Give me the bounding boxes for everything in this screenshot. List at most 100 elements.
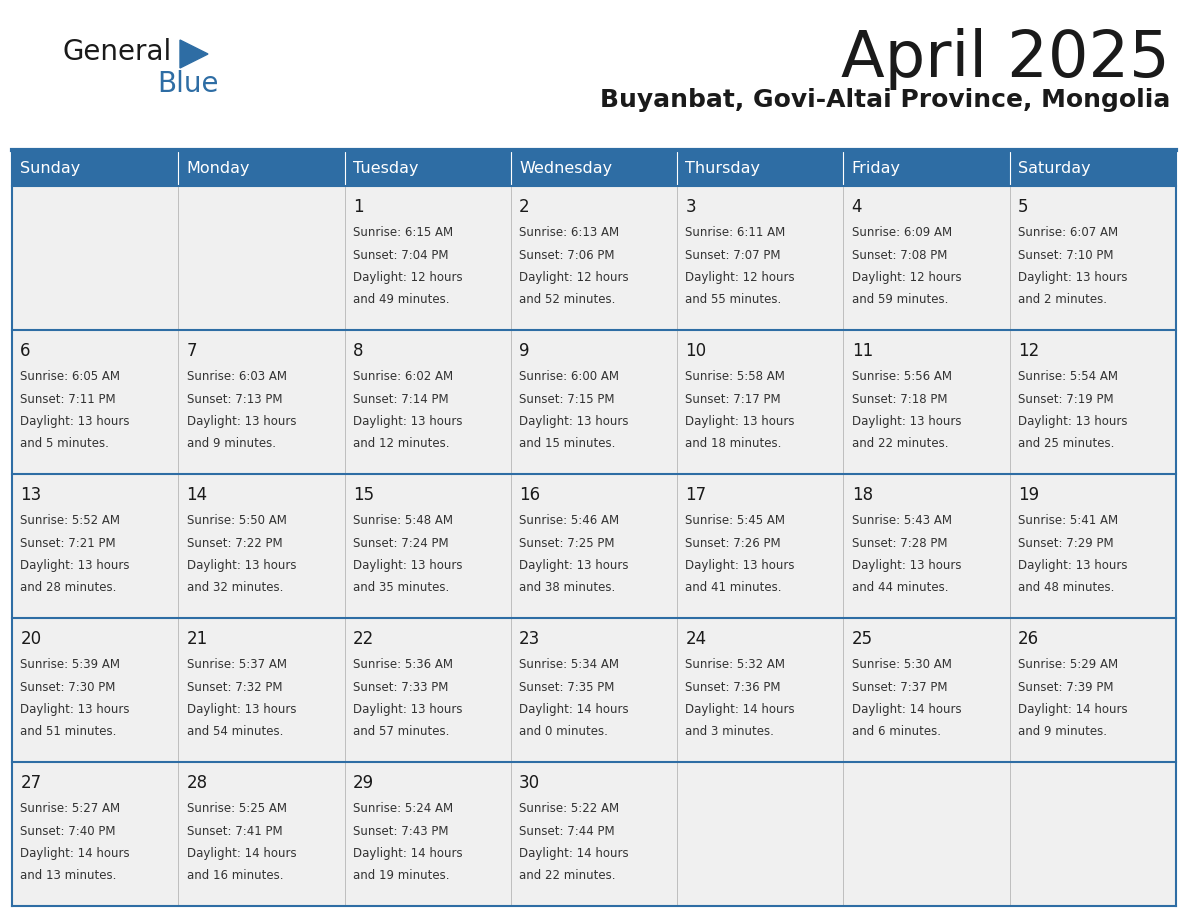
Text: and 51 minutes.: and 51 minutes. bbox=[20, 725, 116, 738]
Text: Sunset: 7:22 PM: Sunset: 7:22 PM bbox=[187, 537, 283, 550]
Text: April 2025: April 2025 bbox=[841, 28, 1170, 90]
Bar bbox=[1010, 762, 1176, 906]
Text: Sunrise: 5:54 AM: Sunrise: 5:54 AM bbox=[1018, 370, 1118, 384]
Text: Daylight: 13 hours: Daylight: 13 hours bbox=[852, 559, 961, 572]
Bar bbox=[843, 330, 1010, 474]
Text: Daylight: 14 hours: Daylight: 14 hours bbox=[353, 847, 462, 860]
Text: Sunrise: 6:07 AM: Sunrise: 6:07 AM bbox=[1018, 227, 1118, 240]
Text: Sunset: 7:44 PM: Sunset: 7:44 PM bbox=[519, 824, 615, 837]
Text: Sunset: 7:10 PM: Sunset: 7:10 PM bbox=[1018, 249, 1113, 262]
Text: Sunrise: 5:58 AM: Sunrise: 5:58 AM bbox=[685, 370, 785, 384]
Text: Sunrise: 5:41 AM: Sunrise: 5:41 AM bbox=[1018, 514, 1118, 527]
Text: and 15 minutes.: and 15 minutes. bbox=[519, 437, 615, 451]
Bar bbox=[12, 618, 178, 762]
Text: 19: 19 bbox=[1018, 486, 1040, 503]
Text: Buyanbat, Govi-Altai Province, Mongolia: Buyanbat, Govi-Altai Province, Mongolia bbox=[600, 88, 1170, 112]
Text: Sunset: 7:39 PM: Sunset: 7:39 PM bbox=[1018, 680, 1113, 694]
Text: Sunrise: 5:39 AM: Sunrise: 5:39 AM bbox=[20, 658, 120, 671]
Bar bbox=[677, 762, 843, 906]
Bar bbox=[12, 330, 178, 474]
Text: Daylight: 13 hours: Daylight: 13 hours bbox=[353, 559, 462, 572]
Bar bbox=[345, 474, 511, 618]
Text: 4: 4 bbox=[852, 197, 862, 216]
Bar bbox=[677, 474, 843, 618]
Text: Sunset: 7:08 PM: Sunset: 7:08 PM bbox=[852, 249, 947, 262]
Text: Sunrise: 5:30 AM: Sunrise: 5:30 AM bbox=[852, 658, 952, 671]
Text: Sunset: 7:06 PM: Sunset: 7:06 PM bbox=[519, 249, 614, 262]
Text: and 44 minutes.: and 44 minutes. bbox=[852, 581, 948, 594]
Bar bbox=[12, 762, 178, 906]
Bar bbox=[12, 186, 178, 330]
Text: Sunset: 7:19 PM: Sunset: 7:19 PM bbox=[1018, 393, 1113, 406]
Text: Saturday: Saturday bbox=[1018, 161, 1091, 175]
Text: Daylight: 14 hours: Daylight: 14 hours bbox=[187, 847, 296, 860]
Bar bbox=[178, 330, 345, 474]
Text: 25: 25 bbox=[852, 630, 873, 647]
Text: Sunset: 7:18 PM: Sunset: 7:18 PM bbox=[852, 393, 947, 406]
Text: Sunrise: 5:27 AM: Sunrise: 5:27 AM bbox=[20, 802, 120, 815]
Text: Daylight: 13 hours: Daylight: 13 hours bbox=[20, 703, 129, 716]
Text: Sunrise: 6:03 AM: Sunrise: 6:03 AM bbox=[187, 370, 286, 384]
Bar bbox=[178, 618, 345, 762]
Text: Sunrise: 6:02 AM: Sunrise: 6:02 AM bbox=[353, 370, 453, 384]
Bar bbox=[511, 618, 677, 762]
Text: Daylight: 14 hours: Daylight: 14 hours bbox=[685, 703, 795, 716]
Text: Sunset: 7:36 PM: Sunset: 7:36 PM bbox=[685, 680, 781, 694]
Text: 24: 24 bbox=[685, 630, 707, 647]
Text: Sunset: 7:29 PM: Sunset: 7:29 PM bbox=[1018, 537, 1113, 550]
Text: and 54 minutes.: and 54 minutes. bbox=[187, 725, 283, 738]
Text: Daylight: 14 hours: Daylight: 14 hours bbox=[20, 847, 129, 860]
Text: Daylight: 13 hours: Daylight: 13 hours bbox=[187, 559, 296, 572]
Bar bbox=[677, 330, 843, 474]
Text: Sunrise: 5:48 AM: Sunrise: 5:48 AM bbox=[353, 514, 453, 527]
Text: and 9 minutes.: and 9 minutes. bbox=[187, 437, 276, 451]
Text: 18: 18 bbox=[852, 486, 873, 503]
Text: Daylight: 13 hours: Daylight: 13 hours bbox=[353, 703, 462, 716]
Text: and 2 minutes.: and 2 minutes. bbox=[1018, 293, 1107, 307]
Text: Daylight: 12 hours: Daylight: 12 hours bbox=[685, 271, 795, 284]
Bar bbox=[12, 150, 178, 186]
Text: 6: 6 bbox=[20, 341, 31, 360]
Text: 8: 8 bbox=[353, 341, 364, 360]
Bar bbox=[1010, 618, 1176, 762]
Bar bbox=[677, 186, 843, 330]
Text: 13: 13 bbox=[20, 486, 42, 503]
Text: Sunset: 7:17 PM: Sunset: 7:17 PM bbox=[685, 393, 781, 406]
Text: Sunrise: 6:11 AM: Sunrise: 6:11 AM bbox=[685, 227, 785, 240]
Text: 12: 12 bbox=[1018, 341, 1040, 360]
Text: and 3 minutes.: and 3 minutes. bbox=[685, 725, 775, 738]
Text: and 0 minutes.: and 0 minutes. bbox=[519, 725, 608, 738]
Text: Sunset: 7:33 PM: Sunset: 7:33 PM bbox=[353, 680, 448, 694]
Text: and 48 minutes.: and 48 minutes. bbox=[1018, 581, 1114, 594]
Text: 3: 3 bbox=[685, 197, 696, 216]
Text: Daylight: 13 hours: Daylight: 13 hours bbox=[519, 415, 628, 428]
Text: and 41 minutes.: and 41 minutes. bbox=[685, 581, 782, 594]
Text: Sunset: 7:35 PM: Sunset: 7:35 PM bbox=[519, 680, 614, 694]
Text: Sunset: 7:28 PM: Sunset: 7:28 PM bbox=[852, 537, 947, 550]
Text: 22: 22 bbox=[353, 630, 374, 647]
Text: Sunset: 7:21 PM: Sunset: 7:21 PM bbox=[20, 537, 116, 550]
Bar bbox=[843, 474, 1010, 618]
Text: and 9 minutes.: and 9 minutes. bbox=[1018, 725, 1107, 738]
Text: Daylight: 13 hours: Daylight: 13 hours bbox=[1018, 559, 1127, 572]
Text: Sunrise: 6:05 AM: Sunrise: 6:05 AM bbox=[20, 370, 120, 384]
Text: and 25 minutes.: and 25 minutes. bbox=[1018, 437, 1114, 451]
Text: Daylight: 13 hours: Daylight: 13 hours bbox=[519, 559, 628, 572]
Text: Daylight: 13 hours: Daylight: 13 hours bbox=[187, 415, 296, 428]
Text: and 13 minutes.: and 13 minutes. bbox=[20, 869, 116, 882]
Bar bbox=[345, 186, 511, 330]
Text: Sunrise: 5:56 AM: Sunrise: 5:56 AM bbox=[852, 370, 952, 384]
Text: 17: 17 bbox=[685, 486, 707, 503]
Text: Sunrise: 5:46 AM: Sunrise: 5:46 AM bbox=[519, 514, 619, 527]
Bar bbox=[843, 618, 1010, 762]
Text: Monday: Monday bbox=[187, 161, 251, 175]
Text: Sunset: 7:40 PM: Sunset: 7:40 PM bbox=[20, 824, 115, 837]
Text: 30: 30 bbox=[519, 774, 541, 791]
Text: Sunset: 7:30 PM: Sunset: 7:30 PM bbox=[20, 680, 115, 694]
Text: Sunset: 7:37 PM: Sunset: 7:37 PM bbox=[852, 680, 947, 694]
Text: and 57 minutes.: and 57 minutes. bbox=[353, 725, 449, 738]
Text: 28: 28 bbox=[187, 774, 208, 791]
Text: Sunset: 7:13 PM: Sunset: 7:13 PM bbox=[187, 393, 282, 406]
Text: General: General bbox=[62, 38, 171, 66]
Text: Sunset: 7:15 PM: Sunset: 7:15 PM bbox=[519, 393, 614, 406]
